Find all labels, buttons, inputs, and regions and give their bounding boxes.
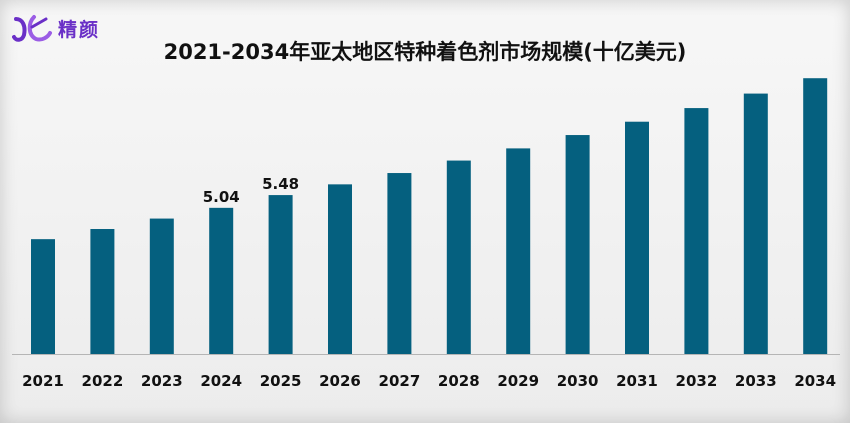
bar-2029 xyxy=(506,148,531,354)
bar-2025 xyxy=(268,195,293,354)
brand-logo-text: 精颜 xyxy=(58,18,101,41)
x-tick-label-2027: 2027 xyxy=(379,372,421,390)
bar-2023 xyxy=(149,218,174,354)
x-tick-label-2032: 2032 xyxy=(676,372,718,390)
x-tick-label-2023: 2023 xyxy=(141,372,183,390)
bar-2031 xyxy=(625,121,649,355)
x-tick-label-2026: 2026 xyxy=(319,372,361,390)
bar-2027 xyxy=(387,173,412,354)
bar-2033 xyxy=(743,93,768,354)
bar-2024 xyxy=(209,207,234,354)
bar-2028 xyxy=(446,160,471,354)
x-tick-label-2024: 2024 xyxy=(200,372,242,390)
data-label-2025: 5.48 xyxy=(262,175,299,193)
x-tick-label-2022: 2022 xyxy=(82,372,124,390)
bar-2030 xyxy=(565,135,590,354)
bar-2032 xyxy=(684,108,709,354)
bar-2026 xyxy=(328,184,352,354)
x-tick-label-2030: 2030 xyxy=(557,372,599,390)
x-tick-label-2031: 2031 xyxy=(616,372,658,390)
bar-2021 xyxy=(31,239,55,354)
x-tick-label-2033: 2033 xyxy=(735,372,777,390)
bar-2034 xyxy=(803,78,828,355)
brand-logo-icon xyxy=(12,15,52,42)
bar-2022 xyxy=(90,229,115,354)
brand-logo: 精颜 xyxy=(12,14,100,42)
x-tick-label-2028: 2028 xyxy=(438,372,480,390)
x-tick-label-2021: 2021 xyxy=(22,372,64,390)
x-tick-label-2025: 2025 xyxy=(260,372,302,390)
data-label-2024: 5.04 xyxy=(203,188,240,206)
x-tick-label-2029: 2029 xyxy=(497,372,539,390)
x-tick-label-2034: 2034 xyxy=(794,372,836,390)
chart-title: 2021-2034年亚太地区特种着色剂市场规模(十亿美元) xyxy=(163,40,687,64)
